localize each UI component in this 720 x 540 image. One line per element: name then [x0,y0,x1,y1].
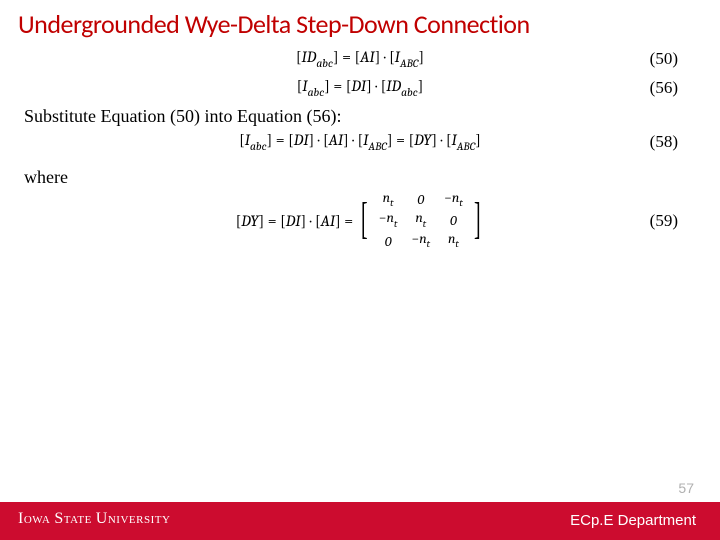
isu-logo: Iowa State University [18,510,170,528]
equation-56-num: (56) [650,78,678,98]
where-text: where [24,167,696,188]
m-r2c1: n [387,209,394,226]
department-label: ECp.E Department [570,512,696,529]
page-title: Undergrounded Wye-Delta Step-Down Connec… [0,0,720,44]
m-r3c1: 0 [385,233,392,250]
equation-59: [DY] = [DI] · [AI] = [ nt 0 −nt −nt [236,190,485,252]
page-number: 57 [678,480,694,496]
content-area: [IDabc] = [AI] · [IABC] (50) [Iabc] = [D… [0,44,720,252]
m-r3c2: n [419,230,426,247]
substitute-text: Substitute Equation (50) into Equation (… [24,106,696,127]
logo-word-2: State [54,510,91,528]
logo-word-1: Iowa [18,510,50,528]
slide: Undergrounded Wye-Delta Step-Down Connec… [0,0,720,540]
equation-59-num: (59) [650,211,678,231]
equation-58: [Iabc] = [DI] · [AI] · [IABC] = [DY] · [… [239,131,481,152]
footer-bar: Iowa State University ECp.E Department [0,502,720,540]
equation-58-row: [Iabc] = [DI] · [AI] · [IABC] = [DY] · [… [24,131,696,152]
logo-word-3: University [96,510,171,528]
m-r1c2: 0 [417,191,424,208]
matrix-59: [ nt 0 −nt −nt nt 0 [357,190,484,252]
equation-56: [Iabc] = [DI] · [IDabc] [297,77,424,98]
equation-59-row: [DY] = [DI] · [AI] = [ nt 0 −nt −nt [24,190,696,252]
m-r2c3: 0 [450,212,457,229]
equation-50: [IDabc] = [AI] · [IABC] [296,48,424,69]
equation-56-row: [Iabc] = [DI] · [IDabc] (56) [24,77,696,98]
equation-50-num: (50) [650,49,678,69]
m-r1c1: n [383,189,390,206]
equation-50-row: [IDabc] = [AI] · [IABC] (50) [24,48,696,69]
equation-58-num: (58) [650,132,678,152]
m-r2c2: n [415,209,422,226]
